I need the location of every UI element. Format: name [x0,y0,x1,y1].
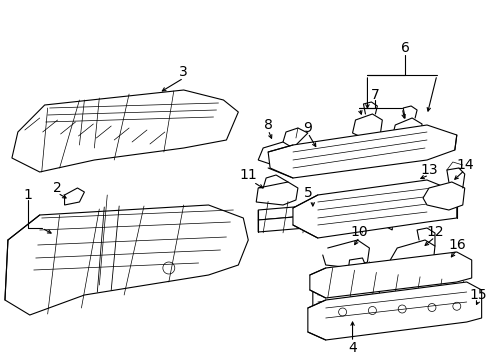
Text: 6: 6 [400,41,409,55]
Polygon shape [12,90,238,172]
Text: 12: 12 [425,225,443,239]
Polygon shape [307,282,481,340]
Polygon shape [258,200,391,220]
Polygon shape [422,182,464,210]
Text: 14: 14 [455,158,472,172]
Text: 13: 13 [419,163,437,177]
Text: 15: 15 [469,288,487,302]
Polygon shape [391,118,421,143]
Polygon shape [258,210,391,232]
Polygon shape [267,125,456,178]
Text: 16: 16 [447,238,465,252]
Text: 11: 11 [239,168,257,182]
Polygon shape [258,142,292,165]
Polygon shape [256,182,297,205]
Text: 4: 4 [347,341,356,355]
Polygon shape [309,252,471,298]
Polygon shape [5,205,248,315]
Text: 7: 7 [370,88,379,102]
Text: 9: 9 [303,121,312,135]
Text: 2: 2 [53,181,62,195]
Polygon shape [352,114,382,139]
Polygon shape [64,188,84,205]
Text: 10: 10 [350,225,367,239]
Text: 3: 3 [179,65,188,79]
Polygon shape [389,240,434,270]
Polygon shape [312,275,379,315]
Text: 8: 8 [263,118,272,132]
Text: 5: 5 [303,186,312,200]
Polygon shape [292,180,456,238]
Text: 1: 1 [23,188,32,202]
